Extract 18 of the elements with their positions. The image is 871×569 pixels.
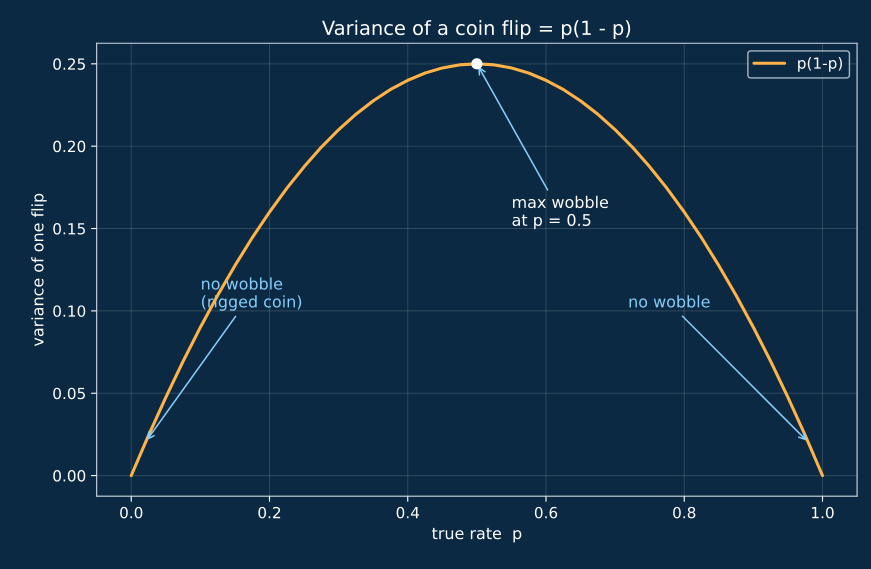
y-tick-label: 0.05 <box>53 388 85 400</box>
y-axis-title: variance of one flip <box>31 194 47 346</box>
legend-label: p(1-p) <box>798 57 842 72</box>
x-tick-label: 0.8 <box>673 506 696 518</box>
x-tick-label: 0.2 <box>258 506 280 518</box>
x-tick-label: 0.0 <box>120 506 142 518</box>
x-tick-label: 0.6 <box>534 506 558 518</box>
x-tick-label: 1.0 <box>812 506 834 518</box>
x-tick-label: 0.4 <box>396 506 420 518</box>
chart-title: Variance of a coin flip = p(1 - p) <box>322 20 630 39</box>
y-tick-label: 0.20 <box>53 140 86 152</box>
y-tick-label: 0.00 <box>53 470 86 482</box>
y-tick-label: 0.15 <box>53 222 85 235</box>
y-tick-label: 0.10 <box>53 305 86 317</box>
annotation: no wobble <box>630 295 710 308</box>
annotation: max wobble at p = 0.5 <box>512 196 608 230</box>
y-tick-label: 0.25 <box>53 58 85 70</box>
x-axis-title: true rate p <box>432 528 522 542</box>
